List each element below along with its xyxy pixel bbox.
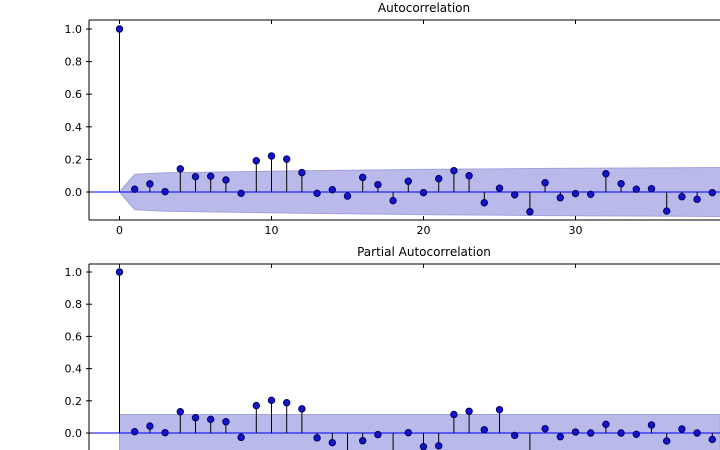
acf-spines: [88, 19, 720, 221]
acf-ticks: [86, 20, 576, 220]
pacf-spines: [88, 263, 720, 450]
pacf-plot: 1.0 0.8 0.6 0.4 0.2 0.0: [65, 263, 720, 450]
acf-xtick-label: 10: [265, 224, 279, 237]
pacf-ytick-label: 0.4: [65, 363, 83, 376]
pacf-tick-labels: 1.0 0.8 0.6 0.4 0.2 0.0: [65, 266, 83, 440]
acf-xtick-label: 20: [417, 224, 431, 237]
acf-markers: [115, 25, 716, 216]
pacf-markers: [115, 268, 716, 450]
acf-tick-labels: 1.0 0.8 0.6 0.4 0.2 0.0 0 10 20 30: [65, 23, 583, 237]
acf-ytick-label: 0.6: [65, 88, 83, 101]
acf-plot: 1.0 0.8 0.6 0.4 0.2 0.0 0 10 20 30: [65, 19, 720, 237]
acf-ytick-label: 0.2: [65, 153, 83, 166]
pacf-ticks: [86, 264, 576, 434]
acf-plot-title: Autocorrelation: [377, 1, 471, 15]
pacf-ytick-label: 0.0: [65, 427, 83, 440]
pacf-ytick-label: 1.0: [65, 266, 83, 279]
pacf-ytick-label: 0.2: [65, 395, 83, 408]
pacf-plot-title: Partial Autocorrelation: [357, 245, 491, 259]
pacf-ytick-label: 0.8: [65, 298, 83, 311]
acf-xtick-label: 0: [116, 224, 123, 237]
acf-ytick-label: 0.4: [65, 121, 83, 134]
acf-ytick-label: 1.0: [65, 23, 83, 36]
pacf-ytick-label: 0.6: [65, 330, 83, 343]
acf-ytick-label: 0.0: [65, 186, 83, 199]
acf-ytick-label: 0.8: [65, 56, 83, 69]
acf-xtick-label: 30: [569, 224, 583, 237]
